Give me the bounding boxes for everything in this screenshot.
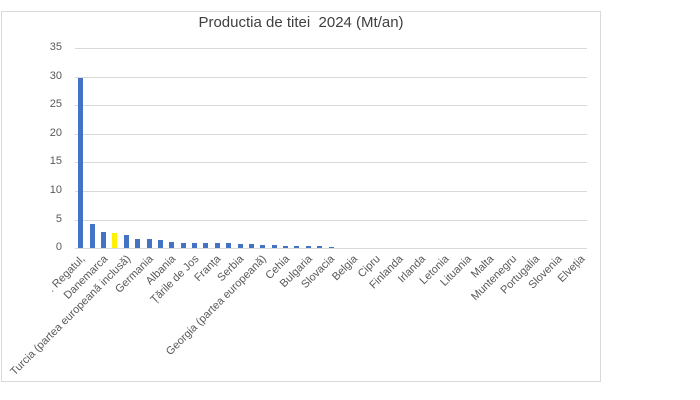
- bar: [294, 246, 300, 249]
- gridline: [75, 77, 587, 78]
- y-tick-label: 0: [55, 241, 62, 253]
- bar: [328, 246, 334, 249]
- y-tick-label: 35: [49, 41, 62, 53]
- highlight-bar: [112, 232, 118, 249]
- bar: [157, 239, 163, 249]
- x-axis-line: [75, 248, 587, 249]
- y-tick-label: 30: [49, 70, 62, 82]
- bar: [169, 242, 175, 249]
- gridline: [75, 191, 587, 192]
- y-tick-label: 5: [55, 213, 62, 225]
- gridline: [75, 162, 587, 163]
- chart-title: Productia de titei 2024 (Mt/an): [198, 14, 404, 31]
- bar: [78, 77, 84, 249]
- gridline: [75, 220, 587, 221]
- bar: [180, 242, 186, 249]
- bar: [192, 242, 197, 249]
- chart-frame: [1, 11, 601, 382]
- gridline: [75, 105, 587, 106]
- bar: [100, 231, 106, 249]
- y-tick-label: 25: [49, 98, 62, 110]
- bar: [135, 239, 141, 249]
- bar: [248, 243, 254, 249]
- bar: [214, 243, 220, 249]
- y-tick-label: 20: [49, 127, 62, 139]
- gridline: [75, 134, 587, 135]
- bar: [226, 243, 232, 249]
- bar: [283, 245, 288, 249]
- bar: [89, 223, 95, 249]
- bar: [237, 243, 243, 249]
- bar: [305, 246, 311, 249]
- bar: [203, 243, 209, 249]
- bar: [146, 239, 152, 249]
- bar: [317, 246, 323, 249]
- bar: [271, 245, 277, 249]
- bar: [123, 235, 129, 249]
- bar: [260, 244, 266, 249]
- gridline: [75, 48, 587, 49]
- y-tick-label: 15: [49, 155, 62, 167]
- y-tick-label: 10: [49, 184, 62, 196]
